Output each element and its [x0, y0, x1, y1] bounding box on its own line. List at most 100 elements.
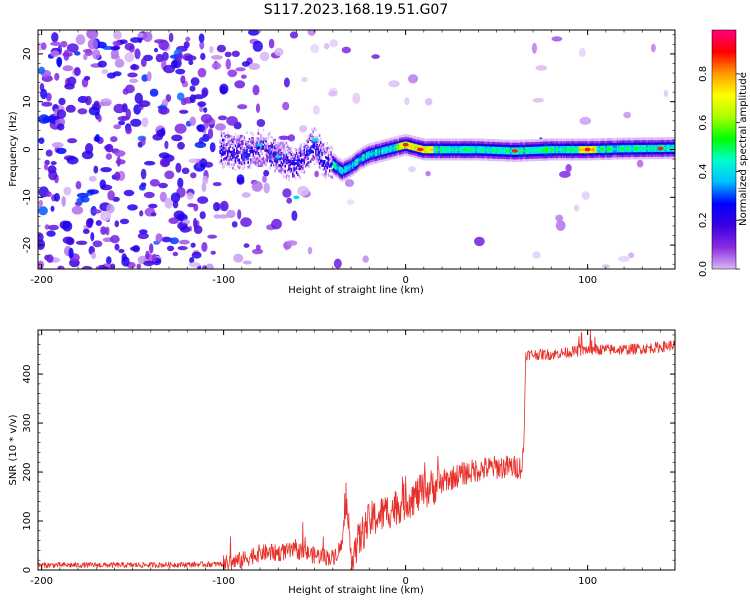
spectrogram-ridge-cell: [627, 142, 629, 146]
spectrogram-ridge-cell: [571, 138, 573, 142]
spectrogram-ridge-cell: [531, 148, 534, 152]
spectrogram-ridge-cell: [606, 157, 609, 160]
spectrogram-ridge-cell: [483, 145, 485, 149]
spectrogram-ridge-cell: [478, 145, 480, 149]
spectrogram-ridge-cell: [297, 161, 299, 165]
spectrogram-ridge-cell: [422, 145, 424, 149]
spectrogram-ridge-cell: [358, 168, 360, 171]
spectrogram-ridge-cell: [292, 172, 294, 176]
spectrogram-ridge-cell: [569, 145, 572, 149]
spectrogram-ridge-cell: [391, 142, 393, 145]
spectrogram-noise-cell: [179, 226, 191, 233]
spectrogram-ridge-cell: [244, 157, 247, 161]
spectrogram-noise-cell: [263, 169, 270, 177]
spectrogram-ridge-cell: [274, 145, 276, 149]
spectrogram-ridge-cell: [367, 163, 369, 166]
spectrogram-ridge-cell: [614, 142, 616, 146]
spectrogram-ridge-cell: [579, 148, 582, 151]
spectrogram-ridge-cell: [614, 154, 616, 158]
spectrogram-ridge-cell: [267, 135, 270, 139]
spectrogram-noise-cell: [143, 260, 154, 267]
spectrogram-ridge-cell: [428, 143, 430, 147]
spectrogram-ridge-cell: [590, 148, 592, 151]
spectrogram-ridge-cell: [600, 145, 602, 149]
spectrogram-ridge-cell: [424, 157, 427, 161]
spectrogram-ridge-cell: [381, 156, 383, 160]
spectrogram-ridge-cell: [444, 155, 447, 159]
spectrogram-ridge-cell: [329, 147, 331, 151]
spectrogram-ridge-cell: [544, 146, 546, 149]
spectrogram-ridge-cell: [236, 150, 238, 154]
spectrogram-ridge-cell: [625, 147, 628, 150]
spectrogram-ridge-cell: [455, 148, 457, 151]
spectrogram-ridge-cell: [397, 138, 400, 141]
spectrogram-ridge-cell: [495, 139, 498, 142]
spectrogram-ridge-cell: [327, 171, 330, 175]
spectrogram-noise-cell: [197, 124, 205, 133]
spectrogram-ridge-cell: [493, 141, 495, 145]
spectrogram-noise-cell: [124, 52, 135, 63]
spectrogram-ridge-cell: [614, 152, 616, 155]
spectrogram-ridge-cell: [309, 137, 312, 140]
spectrogram-ridge-cell: [225, 156, 228, 159]
spectrogram-ridge-cell: [655, 151, 657, 155]
spectrogram-ridge-cell: [633, 156, 636, 160]
spectrogram-ridge-cell: [529, 149, 531, 152]
snr-x-ticks: -200 -100 0 100: [30, 330, 661, 587]
spectrogram-ridge-cell: [478, 152, 480, 156]
spectrogram-ridge-cell: [661, 142, 664, 145]
spectrogram-ridge-cell: [414, 138, 416, 142]
spectrogram-noise-cell: [251, 181, 263, 192]
spectrogram-ridge-cell: [317, 140, 320, 144]
spectrogram-ridge-cell: [651, 146, 653, 150]
spectrogram-ridge-cell: [397, 140, 400, 144]
spectrogram-ridge-cell: [359, 148, 362, 151]
spectrogram-ridge-cell: [284, 169, 286, 173]
spectrogram-ridge-cell: [661, 154, 664, 157]
spectrogram-ridge-cell: [591, 148, 593, 151]
spectrogram-ridge-cell: [532, 156, 535, 159]
spectrogram-ridge-cell: [523, 144, 526, 148]
spectrogram-ridge-cell: [241, 162, 243, 166]
spectrogram-ridge-cell: [269, 131, 271, 135]
spectrogram-cells: [38, 30, 675, 269]
spectrogram-ridge-cell: [396, 148, 399, 151]
spectrogram-ridge-cell: [365, 154, 368, 158]
spectrogram-ridge-cell: [629, 137, 632, 141]
spectrogram-ridge-cell: [323, 147, 326, 150]
spectrogram-ridge-cell: [672, 149, 675, 152]
spectrogram-ridge-cell: [302, 153, 304, 157]
spectrogram-ridge-cell: [400, 139, 402, 143]
spectrogram-noise-cell: [371, 54, 380, 59]
spectrogram-ridge-cell: [320, 141, 322, 144]
spectrogram-ridge-cell: [246, 152, 248, 156]
spectrogram-ridge-cell: [646, 144, 648, 148]
spectrogram-ridge-cell: [308, 165, 311, 168]
spectrogram-ridge-cell: [633, 144, 636, 148]
spectrogram-ridge-cell: [558, 138, 560, 142]
spectrogram-ridge-cell: [574, 145, 577, 149]
spectrogram-ridge-cell: [513, 147, 516, 150]
spectrogram-ridge-cell: [474, 145, 476, 149]
spectrogram-ridge-cell: [298, 149, 300, 152]
spectrogram-ridge-cell: [479, 148, 481, 151]
spectrogram-ridge-cell: [376, 158, 378, 161]
spectrogram-ridge-cell: [526, 139, 528, 143]
spectrogram-ridge-cell: [455, 155, 457, 159]
spectrogram-ridge-cell: [639, 142, 642, 145]
spectrogram-ridge-cell: [667, 144, 670, 148]
spectrogram-ridge-cell: [613, 157, 615, 160]
spectrogram-ridge-cell: [666, 156, 669, 160]
spectrogram-ridge-cell: [628, 137, 630, 141]
spectrogram-ridge-cell: [397, 154, 400, 158]
spectrogram-ridge-cell: [405, 138, 407, 142]
spectrogram-noise-cell: [283, 77, 290, 88]
spectrogram-ridge-cell: [516, 154, 518, 157]
spectrogram-ridge-cell: [627, 149, 629, 153]
spectrogram-noise-cell: [92, 240, 103, 248]
spectrogram-ridge-cell: [562, 150, 564, 154]
spectrogram-ridge-cell: [618, 154, 620, 158]
spectrogram-ridge-cell: [557, 148, 559, 151]
spectrogram-ridge-cell: [536, 141, 539, 145]
spectrogram-ridge-cell: [540, 158, 542, 161]
